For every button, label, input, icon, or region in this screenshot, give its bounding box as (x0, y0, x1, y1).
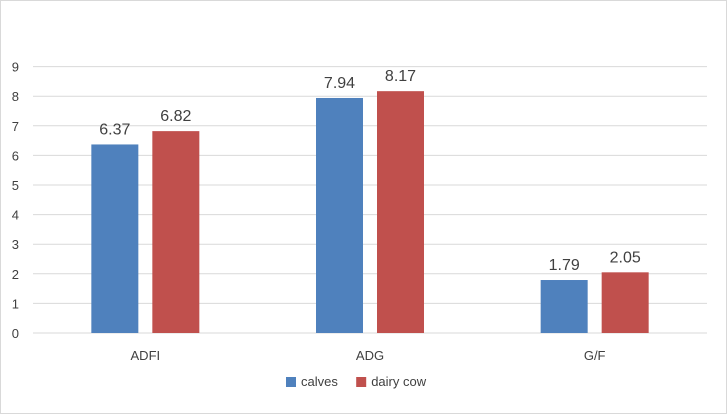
bar (377, 91, 424, 333)
y-tick-label: 8 (12, 89, 19, 104)
bar (540, 280, 588, 333)
bar (316, 97, 363, 333)
y-tick-label: 0 (12, 326, 19, 341)
data-label: 6.37 (99, 121, 130, 138)
legend-swatch (356, 377, 367, 387)
y-tick-label: 6 (12, 148, 19, 163)
legend-label: dairy cow (371, 374, 427, 389)
y-tick-label: 1 (12, 296, 19, 311)
y-tick-label: 7 (12, 119, 19, 134)
bar (91, 144, 139, 333)
data-label: 6.82 (160, 108, 191, 125)
y-tick-label: 2 (12, 267, 19, 282)
x-category-label: ADFI (131, 348, 161, 363)
y-tick-label: 4 (12, 208, 19, 223)
data-label: 1.79 (549, 257, 580, 274)
data-label: 8.17 (385, 68, 416, 85)
bar (152, 131, 200, 333)
legend-label: calves (301, 374, 338, 389)
x-category-label: ADG (356, 348, 384, 363)
data-label: 2.05 (610, 249, 641, 266)
bar (601, 272, 649, 333)
legend-swatch (286, 377, 296, 387)
y-tick-label: 5 (12, 178, 19, 193)
y-tick-label: 9 (12, 60, 19, 75)
x-category-label: G/F (584, 348, 606, 363)
data-label: 7.94 (324, 75, 355, 92)
y-tick-label: 3 (12, 237, 19, 252)
